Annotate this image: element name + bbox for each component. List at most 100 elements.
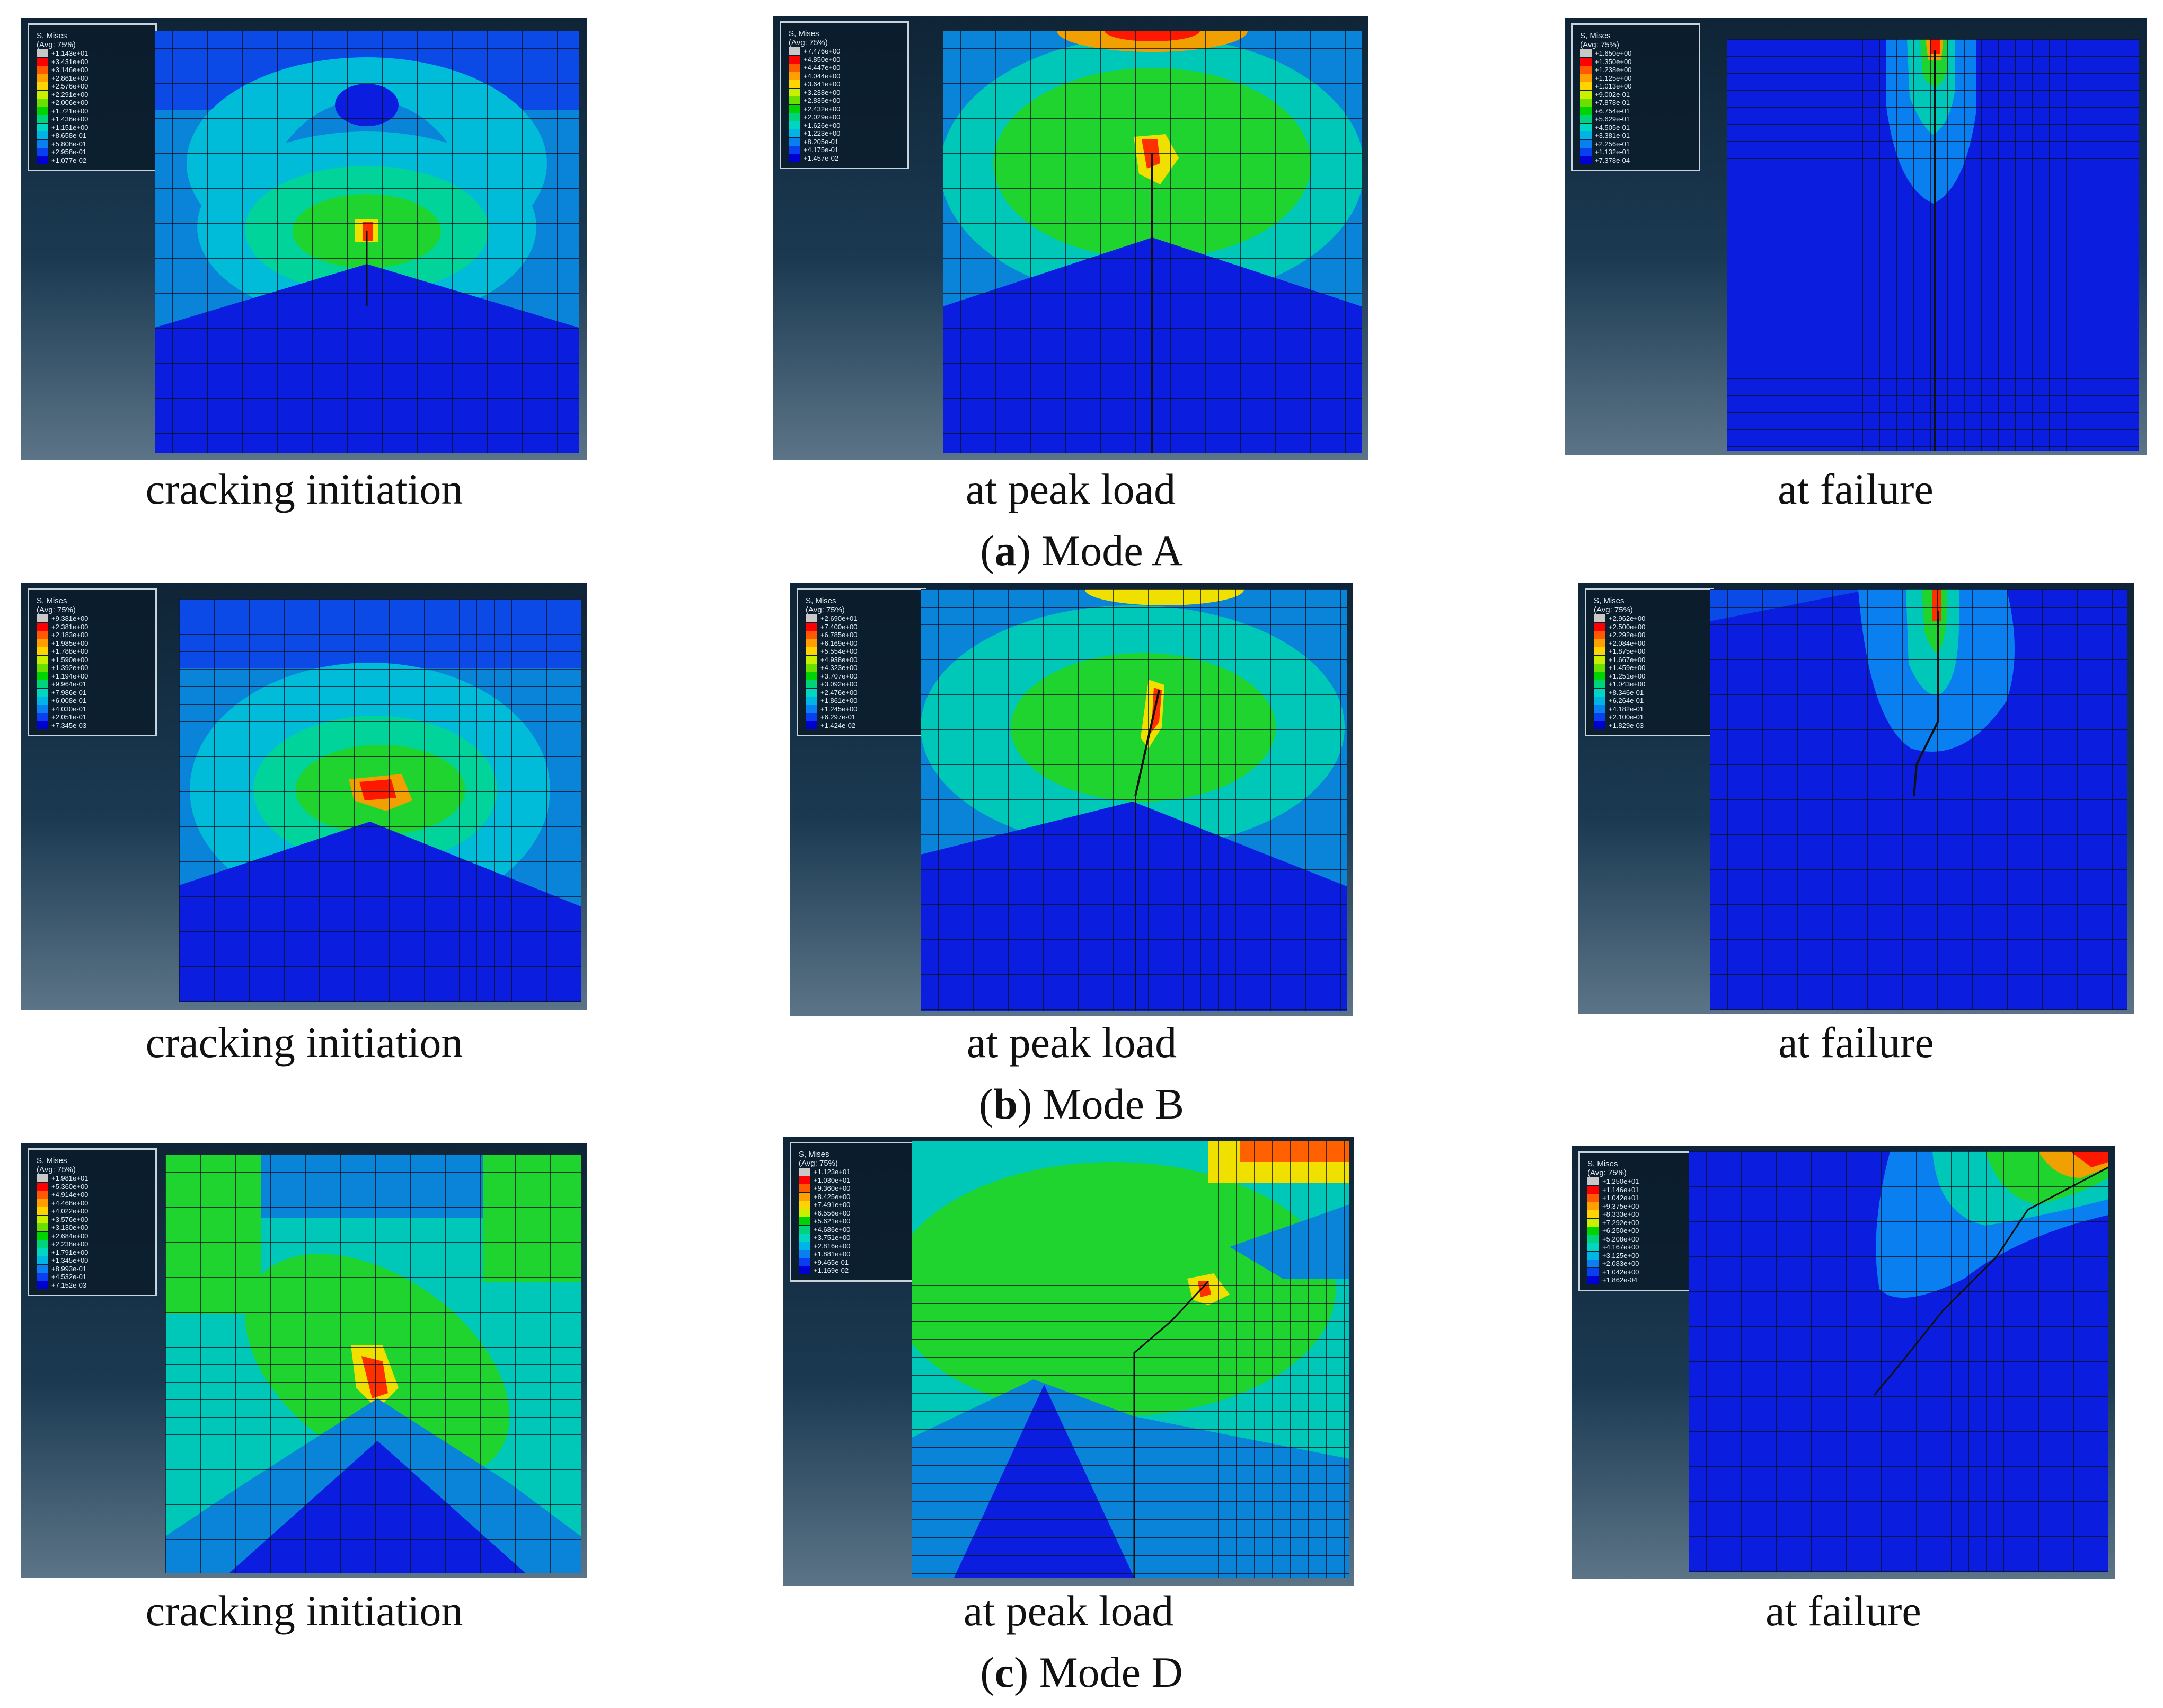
legend-swatch — [37, 697, 48, 705]
legend-value: +1.042e+00 — [1602, 1267, 1639, 1276]
legend-swatch — [789, 129, 800, 138]
legend-value: +1.013e+00 — [1595, 82, 1632, 91]
legend-value: +3.146e+00 — [51, 66, 89, 74]
legend-entry: +1.250e+01 — [1587, 1177, 1699, 1186]
legend-swatch — [37, 1199, 48, 1207]
subcaption-letter: b — [993, 1080, 1018, 1128]
contour-svg — [1727, 39, 2139, 451]
legend-entry: +8.346e-01 — [1594, 688, 1705, 697]
legend-value: +8.658e-01 — [51, 131, 87, 140]
caption-a-failure: at failure — [1778, 465, 1934, 513]
legend-swatch — [37, 721, 48, 729]
caption-b-initiation: cracking initiation — [145, 1018, 463, 1067]
legend-value: +7.878e-01 — [1595, 99, 1630, 107]
legend-title: S, Mises (Avg: 75%) — [799, 1150, 838, 1168]
legend-entry: +2.100e-01 — [1594, 713, 1705, 721]
stress-contour-field — [912, 1141, 1349, 1578]
legend-value: +4.175e-01 — [804, 146, 839, 154]
legend-entry: +3.707e+00 — [806, 672, 917, 681]
legend-entry: +2.816e+00 — [799, 1242, 910, 1251]
legend-swatch — [37, 655, 48, 664]
subcaption-b: (b) Mode B — [0, 1079, 2163, 1129]
legend-entry: +6.754e-01 — [1580, 107, 1691, 116]
legend-entry: +1.667e+00 — [1594, 655, 1705, 664]
legend-value: +1.721e+00 — [51, 107, 89, 115]
legend-entry: +9.360e+00 — [799, 1184, 910, 1193]
legend-value: +2.816e+00 — [814, 1242, 851, 1250]
legend-entry: +1.862e-04 — [1587, 1276, 1699, 1284]
legend-entry: +4.850e+00 — [789, 55, 900, 64]
legend-value: +9.465e-01 — [814, 1258, 849, 1266]
legend-entry: +1.650e+00 — [1580, 49, 1691, 58]
stress-contour-field — [1727, 39, 2139, 451]
legend-swatch — [1580, 82, 1592, 91]
stress-contour-field — [179, 599, 581, 1002]
legend-swatch — [37, 639, 48, 647]
legend-entry: +1.345e+00 — [37, 1256, 148, 1265]
legend-swatch — [37, 139, 48, 148]
legend-swatch — [37, 1281, 48, 1289]
legend-swatch — [1580, 123, 1592, 131]
legend-value: +8.346e-01 — [1609, 688, 1644, 697]
legend-swatch — [1580, 74, 1592, 82]
legend-swatch — [806, 614, 817, 623]
legend-title: S, Mises (Avg: 75%) — [806, 596, 845, 614]
legend-entry: +2.432e+00 — [789, 104, 900, 113]
legend-swatch — [799, 1184, 810, 1193]
legend-swatch — [37, 1256, 48, 1265]
panel-b-peak: S, Mises (Avg: 75%) +2.690e+01 +7.400e+00… — [790, 583, 1353, 1016]
legend-swatch — [37, 90, 48, 99]
legend-entry: +1.077e-02 — [37, 156, 148, 165]
panel-b-failure: S, Mises (Avg: 75%) +2.962e+00 +2.500e+00… — [1578, 583, 2134, 1014]
legend-swatch — [1580, 90, 1592, 99]
legend-swatch — [1587, 1267, 1599, 1276]
legend-value: +9.360e+00 — [814, 1184, 851, 1193]
legend: S, Mises (Avg: 75%) +2.690e+01 +7.400e+00… — [797, 588, 926, 736]
legend-value: +9.381e+00 — [51, 614, 89, 623]
legend-value: +2.861e+00 — [51, 74, 89, 82]
legend-value: +1.030e+01 — [814, 1176, 851, 1184]
legend-entry: +5.808e-01 — [37, 139, 148, 148]
legend-swatch — [1594, 622, 1605, 631]
legend-value: +1.132e-01 — [1595, 148, 1630, 156]
legend-entry: +1.123e+01 — [799, 1168, 910, 1176]
legend-entry: +1.030e+01 — [799, 1176, 910, 1185]
legend-entry: +8.205e-01 — [789, 137, 900, 146]
stress-contour-field — [921, 589, 1347, 1011]
legend-value: +9.964e-01 — [51, 680, 87, 689]
legend-value: +2.100e-01 — [1609, 713, 1644, 721]
legend-value: +5.629e-01 — [1595, 115, 1630, 124]
legend-entry: +1.985e+00 — [37, 639, 148, 648]
contour-svg — [165, 1155, 581, 1573]
legend-entry: +8.658e-01 — [37, 131, 148, 140]
caption-b-failure: at failure — [1778, 1018, 1934, 1067]
legend-swatch — [1580, 139, 1592, 148]
caption-c-peak: at peak load — [963, 1587, 1174, 1635]
legend-swatch — [1587, 1276, 1599, 1284]
legend-rows: +1.250e+01 +1.146e+01 +1.042e+01 +9.375e+00… — [1587, 1177, 1699, 1284]
legend-entry: +5.360e+00 — [37, 1182, 148, 1191]
legend-entry: +3.130e+00 — [37, 1223, 148, 1232]
legend-entry: +8.425e+00 — [799, 1192, 910, 1201]
legend-value: +1.123e+01 — [814, 1168, 851, 1176]
legend-value: +3.751e+00 — [814, 1234, 851, 1242]
legend-swatch — [799, 1225, 810, 1234]
legend-value: +6.250e+00 — [1602, 1227, 1639, 1235]
legend-value: +5.554e+00 — [820, 647, 858, 656]
legend-swatch — [1587, 1202, 1599, 1210]
legend-value: +1.251e+00 — [1609, 672, 1646, 680]
legend-entry: +7.378e-04 — [1580, 156, 1691, 165]
legend-entry: +5.208e+00 — [1587, 1235, 1699, 1244]
legend-entry: +3.641e+00 — [789, 80, 900, 89]
legend-value: +2.291e+00 — [51, 90, 89, 99]
legend-rows: +1.143e+01 +3.431e+00 +3.146e+00 +2.861e+00… — [37, 49, 148, 164]
legend-swatch — [1594, 614, 1605, 623]
legend: S, Mises (Avg: 75%) +1.981e+01 +5.360e+00… — [28, 1148, 157, 1296]
legend-entry: +3.146e+00 — [37, 66, 148, 74]
legend-value: +2.432e+00 — [804, 104, 841, 113]
legend-swatch — [37, 99, 48, 107]
stress-contour-field — [155, 31, 579, 453]
legend-swatch — [789, 80, 800, 89]
legend-value: +7.152e-03 — [51, 1281, 87, 1289]
legend-value: +4.686e+00 — [814, 1225, 851, 1234]
